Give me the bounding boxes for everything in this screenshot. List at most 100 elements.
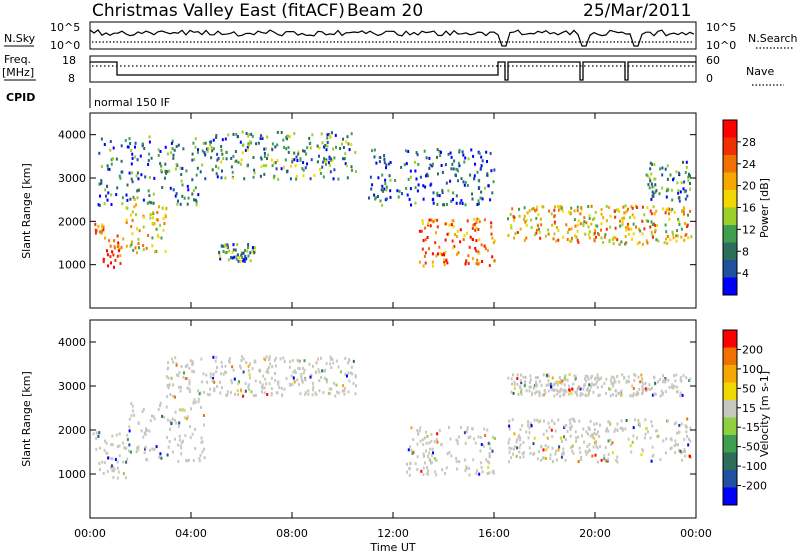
velocity-colorbar-tick-label: 200 [742,343,763,356]
velocity-cell [277,382,280,386]
velocity-cell [192,370,195,374]
velocity-cell [632,387,635,390]
power-cell [428,167,431,170]
velocity-cell [427,454,429,458]
velocity-cell [289,383,292,387]
power-cell [381,173,384,177]
velocity-cell [283,387,286,391]
velocity-cell [128,449,131,453]
power-cell [104,236,107,240]
power-cell [447,189,450,193]
velocity-colorbar-frame [722,329,738,506]
power-cell [448,223,451,227]
power-cell [148,200,151,204]
velocity-cell [528,389,531,393]
velocity-cell [425,441,428,445]
power-cell [655,189,658,192]
power-cell [100,230,103,234]
velocity-cell [547,379,550,383]
velocity-cell [329,362,332,366]
power-cell [625,209,628,213]
power-cell [538,230,541,234]
power-cell [119,176,122,180]
power-cell [222,157,225,161]
power-cell [159,223,162,227]
power-cell [204,141,207,145]
power-cell [441,191,444,195]
velocity-cell [131,404,134,408]
velocity-cell [464,469,467,473]
power-cell [318,154,320,158]
power-cell [192,189,195,193]
power-cell [510,226,513,230]
power-cell [474,246,477,250]
power-cell [420,229,423,233]
velocity-cell [459,426,462,429]
velocity-cell [629,444,632,448]
power-cell [231,250,234,254]
power-cell [371,149,374,153]
velocity-cell [466,429,469,433]
velocity-cell [507,376,510,380]
velocity-cell [513,445,516,449]
power-cell [689,187,692,191]
power-cell [128,171,131,175]
power-cell [486,160,488,163]
power-cell [590,204,593,208]
velocity-cell [519,428,522,432]
velocity-cell [159,401,162,405]
power-cell [507,234,510,237]
velocity-cell [191,359,194,363]
velocity-cell [572,382,575,386]
power-band [120,196,168,255]
power-cell [377,195,379,198]
power-cell [321,165,324,169]
power-cell [557,204,559,208]
velocity-cell [467,436,470,440]
velocity-cell [585,430,588,434]
power-colorbar-tick-label: 16 [742,202,756,215]
power-cell [461,202,464,205]
velocity-cell [112,476,115,479]
power-cell [142,225,145,229]
power-cell [570,206,573,210]
velocity-cell [172,394,175,398]
velocity-cell [547,383,550,387]
power-cell [535,231,538,235]
power-cell [440,164,443,167]
power-cell [641,205,644,209]
velocity-cell [274,372,276,375]
power-cell [653,163,656,166]
velocity-cell [311,393,314,397]
velocity-cell [423,454,425,458]
power-cell [415,177,418,181]
power-cell [262,164,265,168]
velocity-cell [224,364,227,368]
velocity-cell [248,373,251,377]
power-cell [181,194,184,198]
velocity-cell [349,371,352,375]
velocity-cell [605,391,607,395]
power-cell [326,136,329,140]
power-cell [652,192,655,196]
velocity-cell [653,392,656,396]
power-cell [309,177,312,181]
power-cell [291,157,294,161]
velocity-cell [545,448,548,452]
velocity-cell [185,459,188,463]
power-cell [407,150,410,153]
velocity-cell [520,392,523,396]
power-cell [102,228,105,232]
freq-line [90,61,696,81]
velocity-cell [282,356,285,360]
power-cell [244,148,247,152]
velocity-cell [553,388,556,392]
power-cell [276,143,279,147]
power-cell [449,179,452,183]
velocity-cell [178,434,181,438]
power-cell [451,239,454,243]
velocity-cell [216,366,218,369]
velocity-cell [226,393,229,397]
velocity-cell [128,425,131,429]
